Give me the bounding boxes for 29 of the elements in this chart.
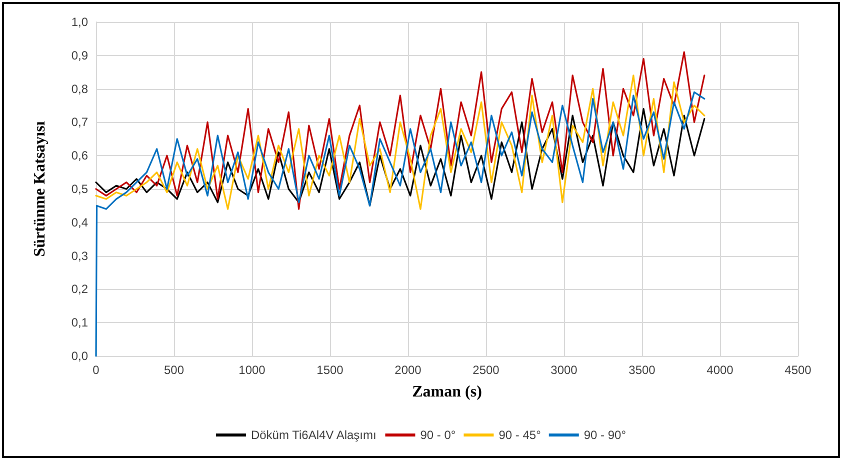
- y-tick-label: 0,6: [71, 148, 88, 163]
- y-tick-label: 0,8: [71, 82, 88, 96]
- x-tick-label: 1500: [316, 363, 344, 377]
- y-tick-label: 0,1: [71, 316, 88, 330]
- legend-label: Döküm Ti6Al4V Alaşımı: [250, 428, 376, 442]
- legend-label: 90 - 0°: [420, 428, 456, 442]
- y-tick-label: 0,0: [71, 349, 88, 363]
- x-axis-title: Zaman (s): [412, 384, 482, 400]
- x-tick-label: 2500: [472, 363, 500, 377]
- x-tick-label: 0: [92, 363, 100, 377]
- x-tick-label: 4500: [784, 363, 812, 377]
- y-tick-label: 0,7: [71, 115, 88, 130]
- x-tick-label: 1000: [238, 363, 266, 377]
- y-axis-title: Sürtünme Katsayısı: [32, 120, 48, 257]
- x-tick-label: 3000: [550, 363, 578, 377]
- y-tick-label: 0,5: [71, 182, 88, 196]
- y-tick-label: 0,3: [71, 248, 88, 263]
- x-tick-label: 500: [164, 363, 184, 377]
- line-series: [95, 108, 706, 206]
- legend-label: 90 - 90°: [584, 428, 626, 442]
- legend-label: 90 - 45°: [498, 428, 542, 442]
- x-tick-label: 4000: [706, 363, 734, 377]
- x-tick-label: 2000: [394, 363, 422, 377]
- y-tick-label: 0,2: [71, 282, 88, 296]
- y-tick-label: 0,9: [71, 48, 88, 62]
- y-tick-label: 0,4: [71, 215, 88, 230]
- line-series: [95, 91, 706, 357]
- x-tick-label: 3500: [628, 363, 656, 377]
- y-tick-label: 1,0: [71, 15, 88, 29]
